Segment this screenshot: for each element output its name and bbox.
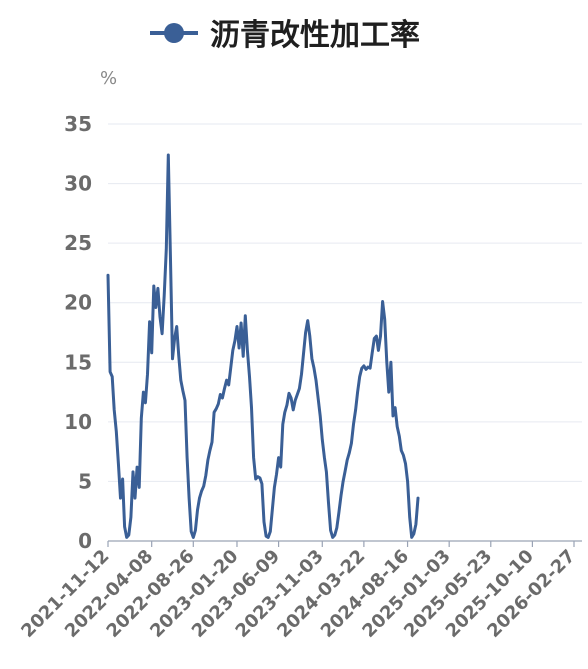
legend: 沥青改性加工率 xyxy=(150,18,420,53)
series-line xyxy=(106,153,420,539)
legend-marker-icon xyxy=(164,23,184,43)
y-axis-ticks: 0 5 10 15 20 25 30 35 xyxy=(64,112,92,553)
y-tick-label: 20 xyxy=(64,291,92,315)
y-axis-unit: % xyxy=(100,68,117,89)
series-layer xyxy=(106,153,420,539)
y-tick-label: 30 xyxy=(64,172,92,196)
y-tick-label: 35 xyxy=(64,112,92,136)
y-tick-label: 10 xyxy=(64,410,92,434)
y-tick-label: 0 xyxy=(78,529,92,553)
y-tick-label: 25 xyxy=(64,231,92,255)
y-tick-label: 15 xyxy=(64,350,92,374)
x-axis: 2021-11-122022-04-082022-08-262023-01-20… xyxy=(17,540,582,642)
legend-series-label: 沥青改性加工率 xyxy=(210,18,420,53)
y-tick-label: 5 xyxy=(78,469,92,493)
